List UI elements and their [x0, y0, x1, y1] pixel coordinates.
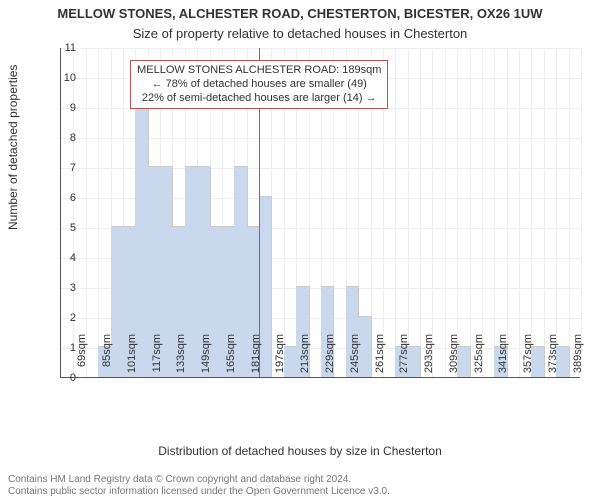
- y-tick-label: 8: [46, 132, 76, 144]
- x-tick-label: 373sqm: [547, 334, 559, 373]
- x-tick-label: 277sqm: [398, 334, 410, 373]
- x-tick-label: 133sqm: [175, 334, 187, 373]
- x-tick-label: 245sqm: [349, 334, 361, 373]
- x-tick-label: 229sqm: [324, 334, 336, 373]
- x-tick-label: 213sqm: [299, 334, 311, 373]
- gridline-v: [445, 48, 446, 377]
- plot-area: MELLOW STONES ALCHESTER ROAD: 189sqm← 78…: [60, 48, 580, 378]
- chart-title: MELLOW STONES, ALCHESTER ROAD, CHESTERTO…: [0, 6, 600, 21]
- x-tick-label: 101sqm: [126, 334, 138, 373]
- gridline-v: [470, 48, 471, 377]
- gridline-v: [86, 48, 87, 377]
- y-tick-label: 2: [46, 312, 76, 324]
- x-tick-label: 357sqm: [522, 334, 534, 373]
- x-tick-label: 389sqm: [572, 334, 584, 373]
- x-tick-label: 149sqm: [200, 334, 212, 373]
- y-tick-label: 3: [46, 282, 76, 294]
- gridline-v: [408, 48, 409, 377]
- x-tick-label: 85sqm: [101, 334, 113, 367]
- y-tick-label: 9: [46, 102, 76, 114]
- gridline-v: [519, 48, 520, 377]
- gridline-v: [98, 48, 99, 377]
- x-tick-label: 197sqm: [274, 334, 286, 373]
- chart-subtitle: Size of property relative to detached ho…: [0, 26, 600, 41]
- gridline-v: [544, 48, 545, 377]
- y-axis-label: Number of detached properties: [6, 65, 20, 230]
- gridline-v: [569, 48, 570, 377]
- gridline-v: [494, 48, 495, 377]
- gridline-v: [507, 48, 508, 377]
- x-tick-label: 165sqm: [225, 334, 237, 373]
- y-tick-label: 11: [46, 42, 76, 54]
- gridline-v: [432, 48, 433, 377]
- y-tick-label: 7: [46, 162, 76, 174]
- gridline-v: [482, 48, 483, 377]
- gridline-v: [556, 48, 557, 377]
- gridline-v: [420, 48, 421, 377]
- x-tick-label: 309sqm: [448, 334, 460, 373]
- annotation-box: MELLOW STONES ALCHESTER ROAD: 189sqm← 78…: [130, 60, 388, 109]
- gridline-v: [581, 48, 582, 377]
- x-tick-label: 117sqm: [151, 334, 163, 372]
- gridline-v: [395, 48, 396, 377]
- x-tick-label: 325sqm: [473, 334, 485, 373]
- annotation-line-2: ← 78% of detached houses are smaller (49…: [137, 78, 381, 92]
- y-tick-label: 0: [46, 372, 76, 384]
- annotation-line-1: MELLOW STONES ALCHESTER ROAD: 189sqm: [137, 64, 381, 78]
- y-tick-label: 1: [46, 342, 76, 354]
- x-tick-label: 69sqm: [76, 334, 88, 367]
- annotation-line-3: 22% of semi-detached houses are larger (…: [137, 92, 381, 106]
- footer-line-1: Contains HM Land Registry data © Crown c…: [8, 474, 592, 486]
- footer-attribution: Contains HM Land Registry data © Crown c…: [8, 474, 592, 498]
- x-tick-label: 261sqm: [374, 334, 386, 373]
- x-tick-label: 341sqm: [497, 334, 509, 373]
- x-tick-label: 181sqm: [250, 334, 262, 373]
- gridline-v: [73, 48, 74, 377]
- y-tick-label: 4: [46, 252, 76, 264]
- gridline-v: [531, 48, 532, 377]
- y-tick-label: 5: [46, 222, 76, 234]
- footer-line-2: Contains public sector information licen…: [8, 486, 592, 498]
- gridline-v: [457, 48, 458, 377]
- x-tick-label: 293sqm: [423, 334, 435, 373]
- chart-container: MELLOW STONES, ALCHESTER ROAD, CHESTERTO…: [0, 0, 600, 500]
- y-tick-label: 10: [46, 72, 76, 84]
- x-axis-label: Distribution of detached houses by size …: [0, 444, 600, 458]
- y-tick-label: 6: [46, 192, 76, 204]
